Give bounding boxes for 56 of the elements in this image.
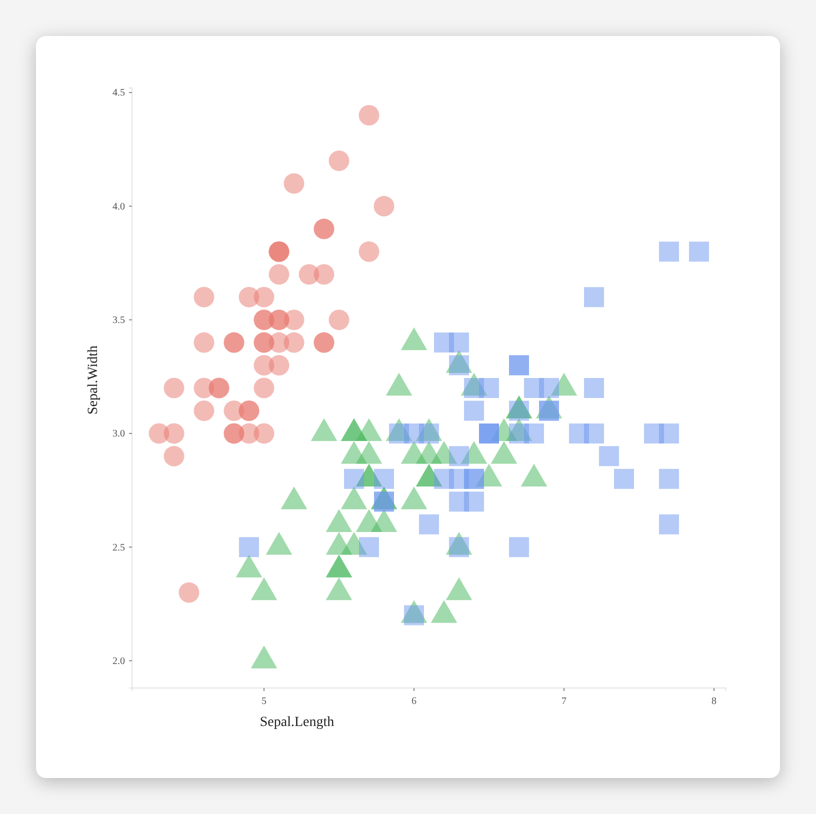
point — [599, 446, 619, 466]
point — [419, 514, 439, 534]
point — [584, 378, 604, 398]
point — [374, 196, 394, 216]
point — [659, 242, 679, 262]
point — [268, 332, 290, 353]
point — [328, 150, 350, 171]
point — [298, 264, 320, 285]
point — [254, 423, 274, 444]
point — [254, 355, 274, 376]
point — [194, 400, 214, 421]
x-tick-label: 5 — [262, 696, 266, 708]
x-axis-title: Sepal.Length — [260, 715, 334, 730]
x-tick-label: 8 — [712, 696, 716, 708]
y-tick-label: 4.5 — [112, 88, 125, 99]
point — [284, 310, 304, 330]
point — [358, 241, 380, 262]
point — [344, 468, 364, 489]
point — [584, 423, 604, 444]
point — [659, 468, 679, 489]
point — [358, 105, 380, 126]
point — [194, 286, 214, 308]
point — [524, 378, 544, 398]
y-axis-title: Sepal.Width — [86, 345, 101, 415]
y-tick-label: 2.5 — [112, 542, 125, 554]
point — [689, 242, 709, 262]
point — [194, 332, 214, 353]
point — [194, 378, 214, 398]
point — [164, 423, 184, 444]
point — [449, 446, 469, 466]
point — [328, 310, 350, 330]
point — [614, 468, 634, 489]
point — [164, 446, 184, 466]
y-tick-label: 3.0 — [112, 428, 125, 440]
point — [659, 514, 679, 534]
point — [659, 423, 679, 444]
point — [238, 286, 260, 308]
point — [509, 537, 529, 558]
point — [449, 492, 469, 512]
point — [584, 287, 604, 308]
point — [284, 173, 304, 194]
point — [164, 378, 184, 398]
y-tick-label: 4.0 — [112, 201, 125, 212]
point — [239, 537, 259, 558]
point — [434, 332, 454, 353]
x-tick-label: 6 — [412, 696, 416, 708]
point — [268, 264, 290, 285]
point — [374, 468, 394, 489]
x-tick-label: 7 — [562, 696, 566, 708]
point — [464, 400, 484, 421]
point — [178, 582, 200, 603]
point — [449, 468, 469, 489]
point — [359, 537, 379, 558]
y-tick-label: 2.0 — [112, 656, 125, 667]
y-tick-label: 3.5 — [112, 315, 125, 326]
point — [254, 378, 274, 398]
